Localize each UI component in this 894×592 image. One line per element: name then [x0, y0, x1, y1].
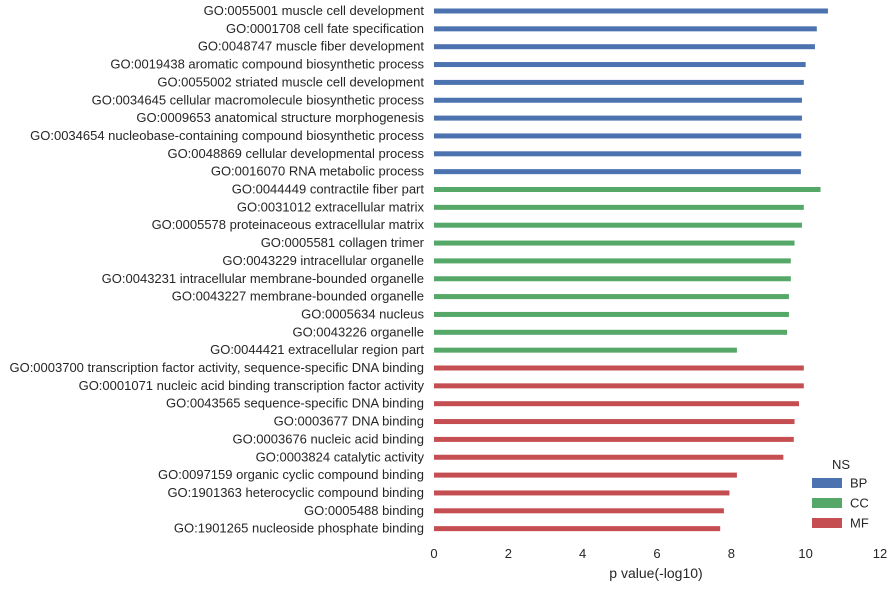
x-tick-label: 6 — [653, 546, 660, 561]
category-label: GO:0005581 collagen trimer — [261, 235, 425, 250]
category-label: GO:0005634 nucleus — [301, 306, 424, 321]
category-label: GO:0043227 membrane-bounded organelle — [172, 289, 424, 304]
category-label: GO:0003700 transcription factor activity… — [9, 360, 424, 375]
legend-title: NS — [832, 457, 850, 472]
category-label: GO:0003677 DNA binding — [274, 414, 424, 429]
bar-bp — [434, 151, 802, 157]
bar-bp — [434, 62, 806, 68]
category-label: GO:0001071 nucleic acid binding transcri… — [79, 378, 425, 393]
bar-cc — [434, 311, 789, 317]
bar-mf — [434, 472, 737, 478]
x-axis-title: p value(-log10) — [609, 565, 702, 581]
bar-mf — [434, 383, 804, 389]
category-label: GO:1901363 heterocyclic compound binding — [167, 485, 424, 500]
bar-cc — [434, 222, 802, 228]
x-axis: p value(-log10) 0 2 4 6 8 10 12 — [430, 546, 887, 581]
category-label: GO:0097159 organic cyclic compound bindi… — [158, 467, 424, 482]
bar-mf — [434, 490, 730, 496]
legend-label: CC — [850, 496, 869, 511]
category-label: GO:0001708 cell fate specification — [226, 21, 424, 36]
category-label: GO:1901265 nucleoside phosphate binding — [174, 521, 424, 536]
category-label: GO:0044449 contractile fiber part — [232, 182, 425, 197]
bar-bp — [434, 26, 817, 32]
bar-bp — [434, 97, 802, 103]
bar-mf — [434, 401, 799, 407]
x-tick-label: 12 — [873, 546, 887, 561]
bar-cc — [434, 204, 804, 210]
bar-mf — [434, 365, 804, 371]
category-labels: GO:0055001 muscle cell development GO:000… — [9, 3, 424, 536]
legend-swatch — [812, 498, 842, 508]
bar-cc — [434, 240, 795, 246]
category-label: GO:0034654 nucleobase-containing compoun… — [30, 128, 424, 143]
category-label: GO:0009653 anatomical structure morphoge… — [136, 110, 424, 125]
category-label: GO:0005488 binding — [304, 503, 424, 518]
category-label: GO:0055001 muscle cell development — [204, 3, 425, 18]
legend-label: BP — [850, 476, 867, 491]
bar-cc — [434, 294, 789, 300]
category-label: GO:0034645 cellular macromolecule biosyn… — [92, 92, 425, 107]
category-label: GO:0043229 intracellular organelle — [222, 253, 424, 268]
category-label: GO:0003824 catalytic activity — [256, 449, 425, 464]
category-label: GO:0043226 organelle — [292, 324, 424, 339]
category-label: GO:0044421 extracellular region part — [210, 342, 424, 357]
bar-mf — [434, 526, 721, 532]
bar-bp — [434, 115, 802, 121]
bars — [434, 8, 828, 532]
bar-cc — [434, 347, 737, 353]
legend-swatch — [812, 478, 842, 488]
bar-cc — [434, 258, 791, 264]
category-label: GO:0055002 striated muscle cell developm… — [157, 74, 424, 89]
bar-bp — [434, 133, 802, 139]
bar-mf — [434, 419, 795, 425]
x-tick-label: 8 — [728, 546, 735, 561]
category-label: GO:0005578 proteinaceous extracellular m… — [152, 217, 425, 232]
bar-cc — [434, 276, 791, 282]
x-tick-label: 10 — [798, 546, 812, 561]
bar-bp — [434, 8, 828, 14]
bar-mf — [434, 508, 724, 514]
category-label: GO:0031012 extracellular matrix — [237, 199, 425, 214]
category-label: GO:0048747 muscle fiber development — [198, 39, 425, 54]
bar-cc — [434, 187, 821, 192]
category-label: GO:0043231 intracellular membrane-bounde… — [102, 271, 424, 286]
category-label: GO:0003676 nucleic acid binding — [232, 431, 424, 446]
x-tick-label: 0 — [430, 546, 437, 561]
category-label: GO:0043565 sequence-specific DNA binding — [166, 396, 424, 411]
category-label: GO:0048869 cellular developmental proces… — [167, 146, 424, 161]
category-label: GO:0016070 RNA metabolic process — [211, 164, 425, 179]
category-label: GO:0019438 aromatic compound biosyntheti… — [110, 57, 424, 72]
legend-swatch — [812, 518, 842, 528]
bar-mf — [434, 436, 794, 442]
bar-bp — [434, 169, 801, 175]
bar-bp — [434, 79, 804, 85]
x-tick-label: 2 — [505, 546, 512, 561]
bar-bp — [434, 44, 815, 50]
bar-cc — [434, 329, 788, 335]
bar-mf — [434, 454, 784, 460]
x-tick-label: 4 — [579, 546, 586, 561]
legend-label: MF — [850, 516, 869, 531]
legend: NS BP CC MF — [812, 457, 869, 531]
